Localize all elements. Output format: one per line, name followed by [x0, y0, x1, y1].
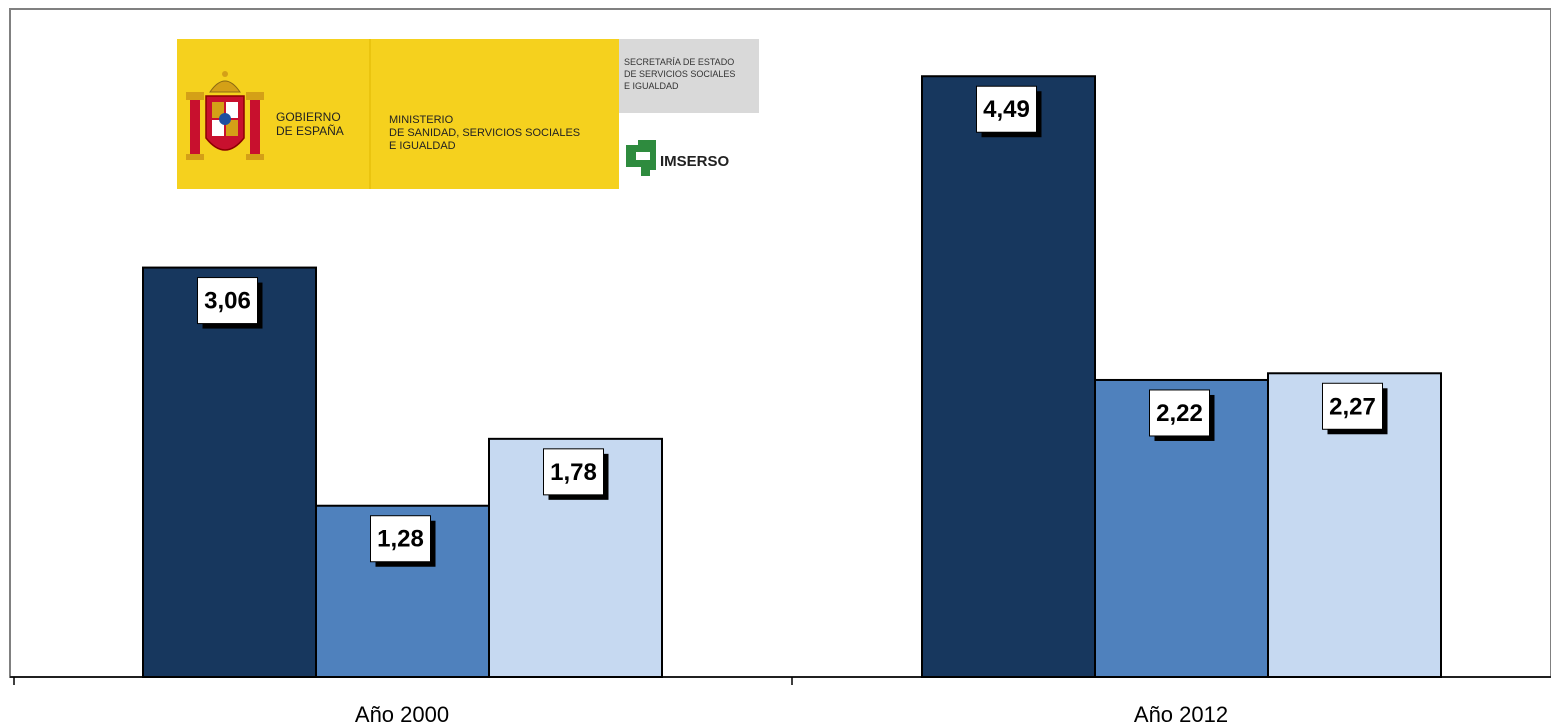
data-label-text: 3,06	[204, 288, 251, 315]
bar	[921, 75, 1096, 679]
logo-ministerio-line2: DE SANIDAD, SERVICIOS SOCIALES	[389, 127, 580, 139]
data-label-box	[976, 85, 1037, 133]
data-label: 2,22	[1149, 389, 1215, 441]
data-label-box	[1149, 389, 1210, 437]
coat-of-arms-icon	[186, 71, 264, 160]
logo-secretaria-line3: E IGUALDAD	[624, 81, 679, 91]
data-label-text: 1,28	[377, 526, 424, 553]
x-category-label: Año 2000	[355, 702, 449, 727]
data-label-text: 1,78	[550, 459, 597, 486]
data-label: 2,27	[1322, 382, 1388, 435]
x-category-label: Año 2012	[1134, 702, 1228, 727]
logo-grey-panel	[619, 39, 759, 113]
logo-secretaria-line2: DE SERVICIOS SOCIALES	[624, 69, 735, 79]
data-label-box	[543, 448, 604, 496]
government-logo: GOBIERNO DE ESPAÑA MINISTERIO DE SANIDAD…	[177, 39, 759, 189]
logo-gobierno-line1: GOBIERNO	[276, 110, 341, 124]
data-label: 3,06	[197, 277, 263, 329]
logo-ministerio-line3: E IGUALDAD	[389, 140, 456, 152]
data-label-text: 2,22	[1156, 400, 1203, 427]
data-label: 4,49	[976, 85, 1042, 138]
logo-imserso: IMSERSO	[660, 153, 730, 170]
logo-secretaria-line1: SECRETARÍA DE ESTADO	[624, 57, 734, 67]
logo-ministerio-line1: MINISTERIO	[389, 114, 454, 126]
data-label-text: 2,27	[1329, 393, 1376, 420]
data-label: 1,28	[370, 515, 436, 567]
data-label-box	[197, 277, 258, 325]
data-label: 1,78	[543, 448, 609, 500]
data-label-box	[1322, 382, 1383, 430]
data-labels-layer: 3,06 1,28 1,78 4,49 2,22 2,27	[197, 85, 1388, 567]
bar	[142, 266, 317, 678]
data-label-box	[370, 515, 431, 563]
imserso-icon	[626, 140, 656, 176]
logo-gobierno-line2: DE ESPAÑA	[276, 124, 344, 138]
data-label-text: 4,49	[983, 96, 1030, 123]
